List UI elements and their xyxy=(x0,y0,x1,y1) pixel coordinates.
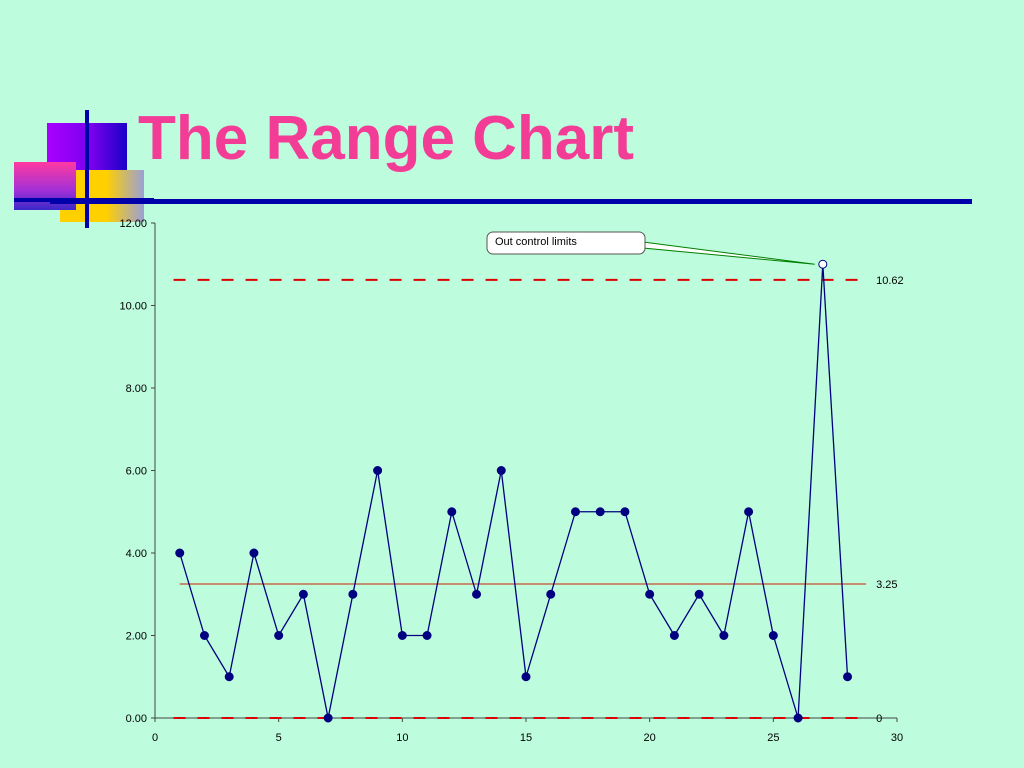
x-tick-label: 5 xyxy=(276,732,282,744)
center-label: 3.25 xyxy=(876,579,897,591)
data-point xyxy=(694,589,704,599)
callout-text: Out control limits xyxy=(495,236,577,248)
data-point xyxy=(397,631,407,640)
callout-pointer xyxy=(642,241,815,265)
lcl-label: 0 xyxy=(876,713,882,725)
data-point xyxy=(298,589,308,599)
data-point xyxy=(768,631,778,640)
title-underline xyxy=(50,199,972,204)
data-point xyxy=(719,631,729,640)
data-point xyxy=(595,507,605,517)
data-point xyxy=(348,589,358,599)
data-point xyxy=(373,466,383,475)
data-point xyxy=(472,589,482,599)
data-point xyxy=(199,631,209,640)
y-tick-label: 12.00 xyxy=(119,218,147,230)
data-point xyxy=(843,672,853,682)
data-point xyxy=(521,672,531,682)
ucl-label: 10.62 xyxy=(876,275,904,287)
reference-lines: 10.62 3.25 0 xyxy=(173,275,904,725)
y-tick-label: 4.00 xyxy=(126,548,147,560)
data-point xyxy=(793,713,803,723)
data-point xyxy=(422,631,432,640)
slide-title: The Range Chart xyxy=(138,104,635,173)
data-point xyxy=(645,589,655,599)
callout-box xyxy=(486,231,646,255)
data-point xyxy=(546,589,556,599)
x-tick-label: 30 xyxy=(891,732,903,744)
x-tick-label: 25 xyxy=(767,732,779,744)
y-tick-label: 0.00 xyxy=(126,713,147,725)
data-point xyxy=(274,631,284,640)
y-tick-label: 10.00 xyxy=(119,301,147,313)
series-line xyxy=(179,264,849,719)
y-tick-label: 6.00 xyxy=(126,466,147,478)
data-point xyxy=(323,713,333,723)
chart-axes: 0.00 2.00 4.00 6.00 8.00 10.00 12.00 0 5 10 15 20 25… xyxy=(119,218,903,744)
decor-vertical-line xyxy=(85,110,89,228)
x-tick-label: 10 xyxy=(396,732,408,744)
out-of-control-point xyxy=(818,259,828,269)
data-point xyxy=(447,507,457,517)
data-point xyxy=(224,672,234,682)
x-tick-label: 0 xyxy=(152,732,158,744)
y-tick-label: 8.00 xyxy=(126,383,147,395)
data-point xyxy=(175,548,185,558)
callout: Out control limits xyxy=(486,231,815,265)
data-point xyxy=(744,507,754,517)
data-point xyxy=(620,507,630,517)
data-series xyxy=(175,259,853,723)
x-tick-label: 15 xyxy=(520,732,532,744)
data-point xyxy=(669,631,679,640)
data-point xyxy=(570,507,580,517)
x-tick-label: 20 xyxy=(644,732,656,744)
data-point xyxy=(249,548,259,558)
data-point xyxy=(496,466,506,475)
y-tick-label: 2.00 xyxy=(126,631,147,643)
